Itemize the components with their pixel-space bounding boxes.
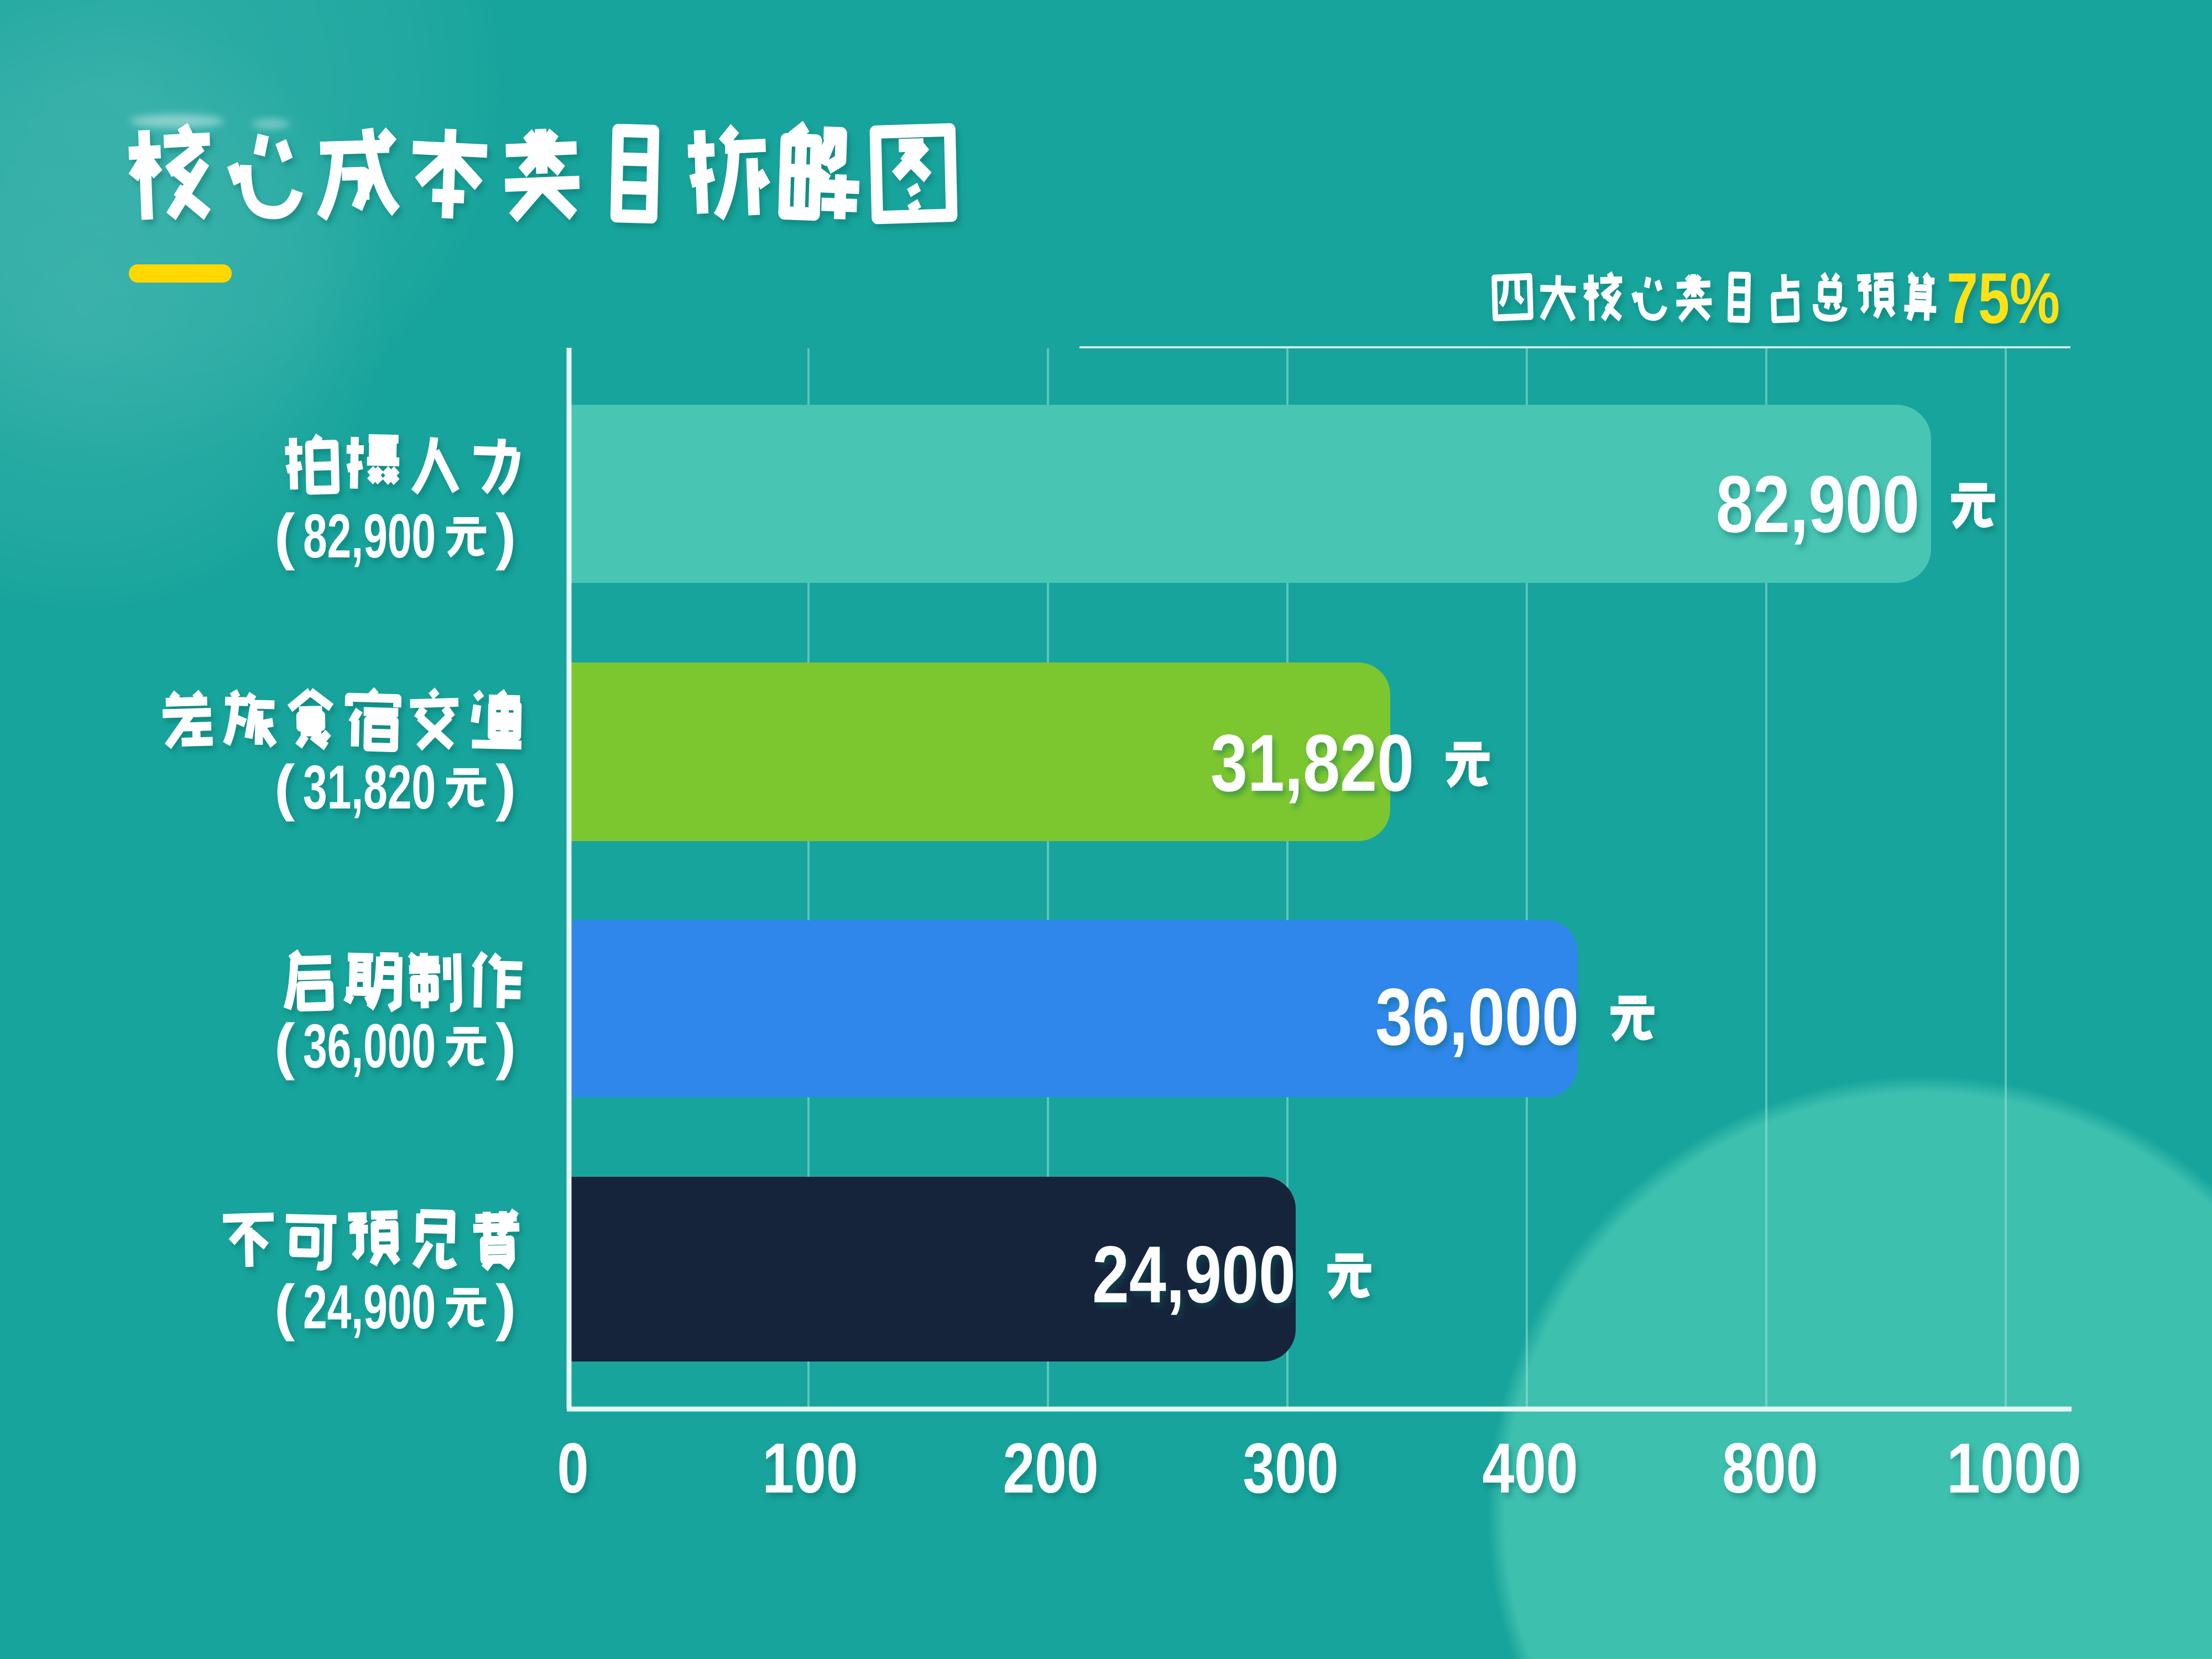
svg-text:24,900: 24,900: [303, 1272, 436, 1342]
svg-text:200: 200: [1003, 1429, 1099, 1508]
svg-text:31,820: 31,820: [1211, 718, 1414, 808]
svg-text:82,900: 82,900: [303, 502, 436, 571]
svg-text:1000: 1000: [1947, 1429, 2081, 1508]
svg-text:36,000: 36,000: [1375, 972, 1579, 1062]
svg-text:800: 800: [1723, 1429, 1818, 1508]
svg-text:400: 400: [1483, 1429, 1578, 1508]
svg-text:): ): [495, 502, 516, 571]
svg-text:): ): [495, 753, 516, 822]
svg-text:82,900: 82,900: [1716, 459, 1919, 549]
svg-text:36,000: 36,000: [303, 1011, 436, 1081]
svg-text:(: (: [274, 1011, 295, 1081]
svg-text:(: (: [274, 753, 295, 822]
svg-text:100: 100: [763, 1429, 858, 1508]
svg-text:(: (: [274, 1272, 295, 1342]
svg-text:31,820: 31,820: [303, 753, 436, 822]
svg-text:300: 300: [1243, 1429, 1339, 1508]
svg-text:75%: 75%: [1947, 258, 2060, 338]
svg-text:24,900: 24,900: [1092, 1229, 1296, 1319]
svg-text:): ): [495, 1272, 516, 1342]
svg-text:(: (: [274, 502, 295, 571]
svg-text:): ): [495, 1011, 516, 1081]
svg-text:0: 0: [557, 1429, 589, 1508]
